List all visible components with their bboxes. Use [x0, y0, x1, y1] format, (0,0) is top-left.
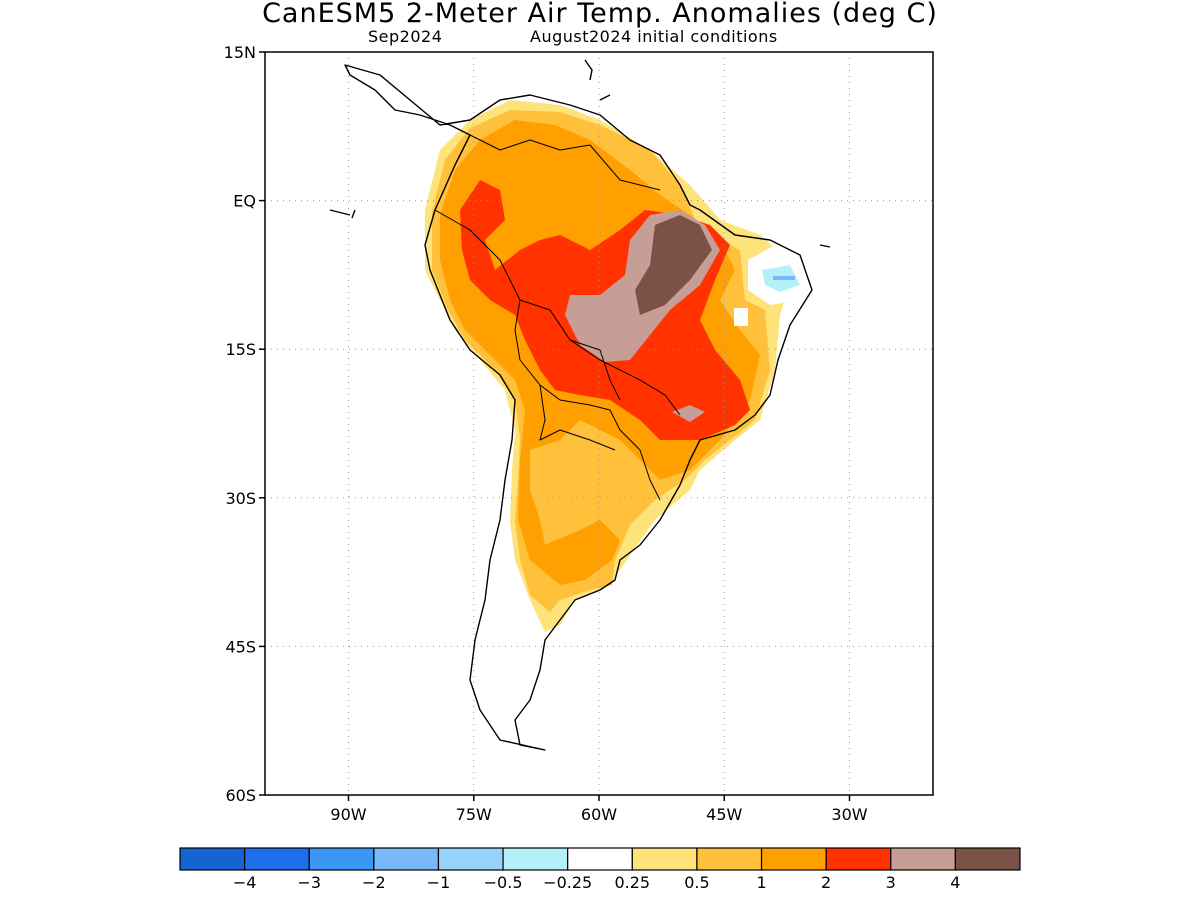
latitude-axis: 15N EQ 15S 30S 45S 60S [224, 43, 265, 805]
map-plot-area [265, 52, 933, 795]
colorbar-swatch [244, 847, 310, 871]
colorbar-label: −3 [297, 873, 321, 892]
colorbar-label: −0.25 [543, 873, 592, 892]
colorbar-swatch [567, 847, 633, 871]
colorbar-swatch [631, 847, 698, 871]
lat-tick-label: 15S [225, 340, 256, 359]
lat-tick-label: 60S [225, 786, 256, 805]
colorbar-swatch [437, 847, 504, 871]
lat-tick-label: 30S [225, 489, 256, 508]
anomaly-fill [425, 100, 805, 632]
initial-conditions-label: August2024 initial conditions [530, 27, 778, 46]
lon-tick-label: 75W [456, 805, 492, 824]
colorbar-label: 0.5 [684, 873, 709, 892]
colorbar-swatch [502, 847, 569, 871]
colorbar-label: −1 [427, 873, 451, 892]
colorbar-label: 0.25 [614, 873, 650, 892]
colorbar-swatch [890, 847, 956, 871]
forecast-month: Sep2024 [368, 27, 443, 46]
longitude-axis: 90W 75W 60W 45W 30W [330, 795, 868, 824]
colorbar-labels: −4 −3 −2 −1 −0.5 −0.25 0.25 0.5 1 2 3 4 [233, 873, 961, 892]
colorbar-swatch [308, 847, 375, 871]
anomaly-region-4b [672, 405, 705, 422]
colorbar-label: 2 [821, 873, 831, 892]
coastline [329, 59, 831, 751]
lat-tick-label: 15N [224, 43, 256, 62]
colorbar [179, 847, 1021, 871]
colorbar-label: 4 [950, 873, 960, 892]
anomaly-region-max [635, 215, 712, 315]
chart-title: CanESM5 2-Meter Air Temp. Anomalies (deg… [262, 0, 938, 29]
lon-tick-label: 90W [330, 805, 366, 824]
lon-tick-label: 45W [706, 805, 742, 824]
colorbar-swatch [954, 847, 1021, 871]
colorbar-label: 1 [756, 873, 766, 892]
lat-tick-label: 45S [225, 637, 256, 656]
lat-tick-label: EQ [233, 192, 256, 211]
colorbar-swatch [696, 847, 763, 871]
colorbar-swatch [760, 847, 827, 871]
colorbar-label: 3 [886, 873, 896, 892]
colorbar-swatch [373, 847, 440, 871]
colorbar-swatch [825, 847, 892, 871]
colorbar-label: −2 [362, 873, 386, 892]
colorbar-swatch [179, 847, 246, 871]
colorbar-label: −4 [233, 873, 257, 892]
lon-tick-label: 60W [581, 805, 617, 824]
south-america-coastline [344, 64, 813, 751]
lon-tick-label: 30W [831, 805, 867, 824]
colorbar-label: −0.5 [484, 873, 523, 892]
country-borders [434, 134, 681, 501]
